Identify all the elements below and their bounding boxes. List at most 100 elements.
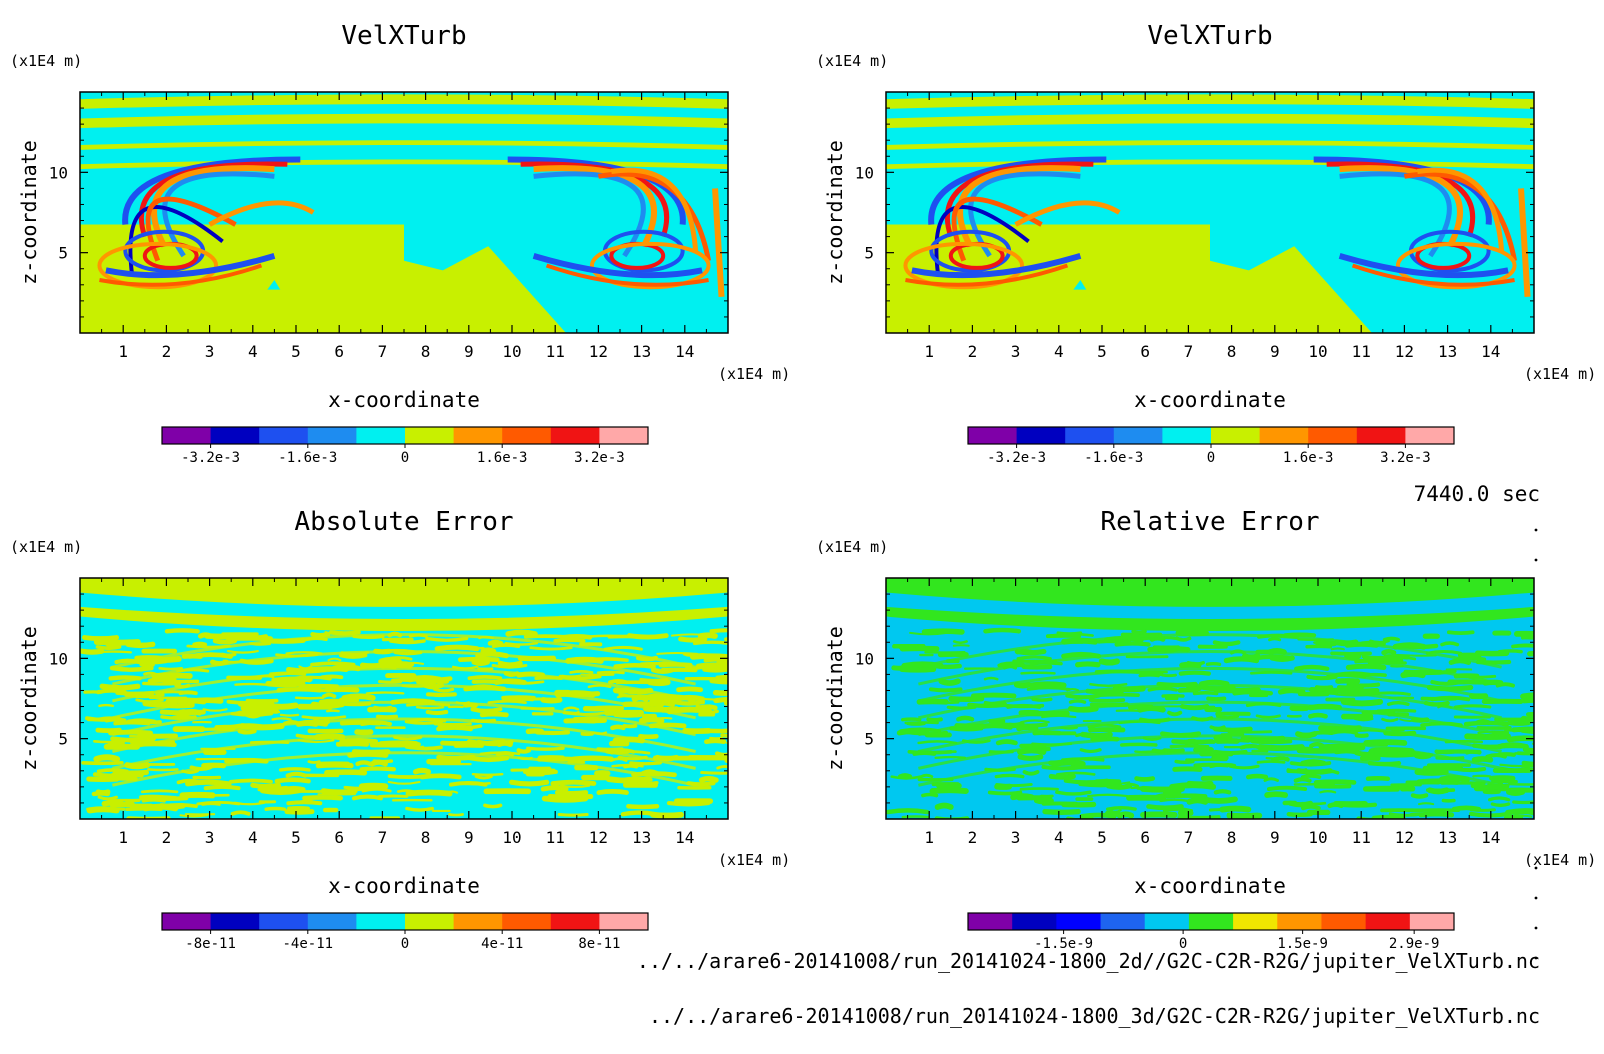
colorbar-swatch <box>405 427 455 444</box>
colorbar-swatch <box>453 427 503 444</box>
colorbar-swatch <box>968 427 1018 444</box>
x-tick-label: 4 <box>1054 828 1064 847</box>
colorbar-swatch <box>1356 427 1406 444</box>
colorbar-tick-label: -3.2e-3 <box>987 450 1046 466</box>
y-unit-label: (x1E4 m) <box>10 52 82 70</box>
colorbar-swatch <box>1321 913 1367 930</box>
colorbar-tick-label: 0 <box>401 450 409 466</box>
colorbar-swatch <box>356 913 406 930</box>
colorbar-tick-label: 0 <box>1207 450 1215 466</box>
x-tick-label: 5 <box>1097 342 1107 361</box>
colorbar-swatch <box>1162 427 1212 444</box>
x-tick-label: 12 <box>589 828 608 847</box>
colorbar-swatch <box>968 913 1013 930</box>
x-tick-label: 3 <box>205 828 215 847</box>
x-tick-label: 8 <box>1227 342 1237 361</box>
y-axis-label: z-coordinate <box>17 626 41 771</box>
colorbar-swatch <box>1016 427 1066 444</box>
colorbar-tick-label: 0 <box>401 936 409 952</box>
x-axis-label: x-coordinate <box>328 874 480 898</box>
x-tick-label: 5 <box>291 828 301 847</box>
x-unit-label: (x1E4 m) <box>1524 851 1596 869</box>
x-tick-label: 10 <box>502 342 521 361</box>
x-tick-label: 5 <box>1097 828 1107 847</box>
colorbar-tick-label: -1.6e-3 <box>278 450 337 466</box>
colorbar-swatch <box>502 913 552 930</box>
colorbar-tick-label: 8e-11 <box>578 936 620 952</box>
colorbar-tick-label: -1.6e-3 <box>1084 450 1143 466</box>
colorbar-tick-label: 4e-11 <box>481 936 523 952</box>
x-axis-label: x-coordinate <box>1134 874 1286 898</box>
colorbar-swatch <box>1259 427 1309 444</box>
x-tick-label: 3 <box>205 342 215 361</box>
x-tick-label: 13 <box>1438 342 1457 361</box>
x-unit-label: (x1E4 m) <box>718 365 790 383</box>
x-tick-label: 6 <box>1140 828 1150 847</box>
panel-title: VelXTurb <box>341 21 466 51</box>
heatmap-field <box>80 578 728 819</box>
colorbar-swatch <box>502 427 552 444</box>
x-tick-label: 1 <box>118 342 128 361</box>
heatmap-field <box>886 92 1534 333</box>
x-tick-label: 9 <box>1270 828 1280 847</box>
time-label: 7440.0 sec <box>1414 482 1540 506</box>
y-tick-label: 10 <box>49 649 68 668</box>
colorbar-tick-label: -8e-11 <box>185 936 236 952</box>
x-tick-label: 3 <box>1011 342 1021 361</box>
colorbar-frame <box>967 912 1455 931</box>
colorbar-swatch <box>1144 913 1190 930</box>
y-tick-label: 5 <box>864 730 874 749</box>
x-tick-label: 14 <box>1481 342 1500 361</box>
x-tick-label: 13 <box>1438 828 1457 847</box>
colorbar-swatch <box>162 913 212 930</box>
x-tick-label: 1 <box>924 342 934 361</box>
x-tick-label: 11 <box>546 342 565 361</box>
colorbar-tick-label: -3.2e-3 <box>181 450 240 466</box>
x-unit-label: (x1E4 m) <box>718 851 790 869</box>
panel-title: VelXTurb <box>1147 21 1272 51</box>
colorbar: -1.5e-9 0 1.5e-9 2.9e-9 <box>967 912 1455 952</box>
x-tick-label: 5 <box>291 342 301 361</box>
colorbar: -8e-11 -4e-11 0 4e-11 8e-11 <box>161 912 649 952</box>
y-tick-label: 10 <box>855 163 874 182</box>
y-unit-label: (x1E4 m) <box>816 52 888 70</box>
panel-1: VelXTurb(x1E4 m)1 2 3 4 5 6 7 8 9 10 11 12 13 14510(x… <box>10 21 790 466</box>
panel-title: Absolute Error <box>294 507 513 537</box>
x-tick-label: 9 <box>464 828 474 847</box>
x-tick-label: 2 <box>968 828 978 847</box>
x-tick-label: 9 <box>1270 342 1280 361</box>
x-tick-label: 13 <box>632 342 651 361</box>
colorbar-swatch <box>1233 913 1278 930</box>
x-tick-label: 11 <box>546 828 565 847</box>
colorbar-swatch <box>356 427 406 444</box>
file-path-1: ../../arare6-20141008/run_20141024-1800_… <box>637 949 1540 973</box>
colorbar-tick-label: 1.6e-3 <box>477 450 528 466</box>
colorbar-tick-label: -4e-11 <box>283 936 334 952</box>
colorbar-swatch <box>307 913 357 930</box>
y-axis-label: z-coordinate <box>17 140 41 285</box>
colorbar-tick-label: 3.2e-3 <box>1380 450 1431 466</box>
colorbar-tick-label: 2.9e-9 <box>1389 936 1440 952</box>
colorbar: -3.2e-3 -1.6e-3 0 1.6e-3 3.2e-3 <box>161 426 649 466</box>
colorbar-tick-label: 1.5e-9 <box>1277 936 1328 952</box>
colorbar-swatch <box>1056 913 1102 930</box>
x-tick-label: 9 <box>464 342 474 361</box>
x-tick-label: 14 <box>675 828 694 847</box>
x-tick-label: 7 <box>1184 828 1194 847</box>
colorbar-swatch <box>1113 427 1163 444</box>
x-tick-label: 12 <box>1395 828 1414 847</box>
colorbar-swatch <box>405 913 455 930</box>
x-tick-label: 10 <box>1308 342 1327 361</box>
colorbar: -3.2e-3 -1.6e-3 0 1.6e-3 3.2e-3 <box>967 426 1455 466</box>
x-tick-label: 2 <box>968 342 978 361</box>
x-tick-label: 8 <box>421 828 431 847</box>
colorbar-tick-label: 3.2e-3 <box>574 450 625 466</box>
colorbar-swatch <box>1277 913 1322 930</box>
colorbar-swatch <box>210 427 260 444</box>
colorbar-tick-label: 1.6e-3 <box>1283 450 1334 466</box>
colorbar-swatch <box>1100 913 1146 930</box>
y-tick-label: 10 <box>855 649 874 668</box>
x-tick-label: 1 <box>118 828 128 847</box>
y-tick-label: 5 <box>864 244 874 263</box>
